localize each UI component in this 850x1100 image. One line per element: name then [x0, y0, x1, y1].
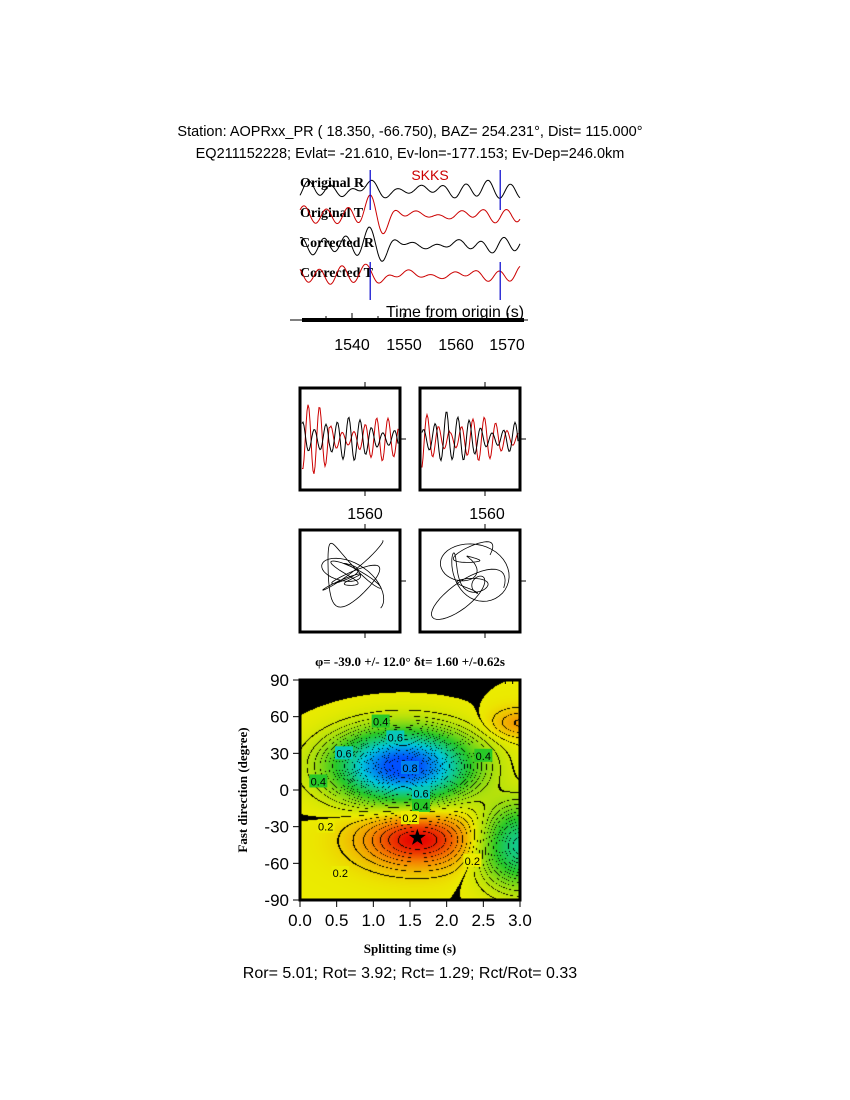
- contour-label: 0.4: [412, 798, 430, 813]
- x-tick-label: 0.0: [288, 911, 312, 930]
- waveform-trace: [299, 263, 521, 285]
- misfit-xlabel: Splitting time (s): [364, 941, 456, 956]
- contour-label-text: 0.6: [336, 748, 351, 760]
- contour-label-text: 0.4: [413, 801, 428, 813]
- contour-label-bg: [401, 761, 419, 774]
- trace-panel: SKKS Original R Original T Corrected R C…: [290, 167, 528, 354]
- contour-label: 0.4: [309, 774, 328, 788]
- y-tick-label: 30: [270, 744, 289, 763]
- particle-motion: [321, 540, 385, 609]
- header-line1: Station: AOPRxx_PR ( 18.350, -66.750), B…: [177, 124, 642, 140]
- contour-label: 0.4: [474, 748, 493, 763]
- waveform-trace: [299, 194, 521, 235]
- time-tick-label: 1540: [334, 337, 370, 354]
- y-tick-label: -30: [264, 818, 289, 837]
- contour-label: 0.2: [331, 866, 350, 880]
- contour-label-text: 0.8: [402, 763, 417, 775]
- contour-label-text: 0.4: [311, 776, 326, 788]
- misfit-plot: φ= -39.0 +/- 12.0° δt= 1.60 +/-0.62s Spl…: [235, 654, 532, 956]
- x-tick-label: 1.5: [398, 911, 422, 930]
- panel-tick-label: 1560: [469, 506, 505, 523]
- misfit-ylabel: Fast direction (degree): [235, 727, 250, 852]
- waveform-trace: [299, 179, 521, 199]
- misfit-title: φ= -39.0 +/- 12.0° δt= 1.60 +/-0.62s: [315, 654, 505, 669]
- contour-label-bg: [386, 730, 405, 744]
- panel-tick-label: 1560: [347, 506, 383, 523]
- contour-label-text: 0.4: [373, 717, 388, 729]
- contour-label-bg: [371, 714, 390, 728]
- contour-label: 0.6: [412, 786, 430, 801]
- contour-label: 0.6: [386, 730, 405, 744]
- contour-label-text: 0.2: [402, 813, 417, 825]
- y-tick-label: 60: [270, 708, 289, 727]
- trace-label-original-t: Original T: [300, 206, 364, 221]
- contour-label: 0.2: [316, 819, 335, 834]
- contour-label-bg: [474, 748, 493, 762]
- time-tick-label: 1560: [438, 337, 474, 354]
- panel-waveform: [301, 416, 399, 462]
- contour-label-text: 0.2: [318, 822, 333, 834]
- footer-stats: Ror= 5.01; Rot= 3.92; Rct= 1.29; Rct/Rot…: [243, 965, 578, 982]
- contour-label-text: 0.2: [333, 868, 348, 880]
- contour-label-text: 0.4: [476, 751, 491, 763]
- particle-motion: [431, 541, 510, 620]
- contour-label-bg: [331, 866, 350, 880]
- y-tick-label: 0: [280, 781, 289, 800]
- y-tick-label: -60: [264, 854, 289, 873]
- contour-label-bg: [412, 798, 430, 812]
- contour-label-bg: [316, 819, 335, 833]
- y-tick-label: 90: [270, 671, 289, 690]
- y-tick-label: -90: [264, 891, 289, 910]
- contour-label: 0.2: [401, 811, 419, 825]
- time-tick-label: 1550: [386, 337, 422, 354]
- contour-label-bg: [401, 811, 419, 825]
- contour-label-bg: [335, 746, 353, 760]
- x-tick-label: 0.5: [325, 911, 349, 930]
- contour-label: 0.6: [335, 746, 353, 760]
- contour-label-text: 0.2: [465, 856, 480, 868]
- contour-label: 0.2: [463, 853, 482, 868]
- contour-label-bg: [463, 853, 482, 867]
- misfit-heatmap: [300, 680, 520, 900]
- contour-label-bg: [309, 774, 328, 788]
- phase-label: SKKS: [411, 167, 448, 183]
- panel-waveform: [421, 411, 519, 463]
- header-line2: EQ211152228; Evlat= -21.610, Ev-lon=-177…: [196, 146, 625, 162]
- contour-label-text: 0.6: [413, 789, 428, 801]
- contour-label-text: 0.6: [388, 732, 403, 744]
- time-tick-label: 1570: [489, 337, 525, 354]
- particle-panels: 1560 1560: [298, 382, 526, 638]
- best-fit-star-icon: [408, 828, 426, 845]
- panel-waveform: [421, 412, 519, 468]
- x-tick-label: 3.0: [508, 911, 532, 930]
- x-tick-label: 1.0: [362, 911, 386, 930]
- waveform-trace: [299, 226, 521, 262]
- trace-label-original-r: Original R: [300, 176, 365, 191]
- contour-label: 0.8: [401, 761, 419, 775]
- x-tick-label: 2.5: [472, 911, 496, 930]
- x-tick-label: 2.0: [435, 911, 459, 930]
- contour-label: 0.4: [371, 714, 390, 729]
- time-axis-label: Time from origin (s): [386, 304, 524, 321]
- contour-label-bg: [412, 786, 430, 800]
- panel-waveform: [301, 404, 399, 474]
